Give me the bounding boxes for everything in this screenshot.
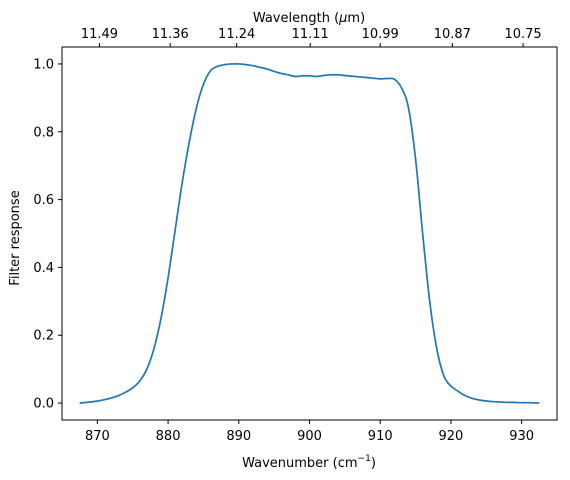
y-tick-label: 0.6 [33, 193, 54, 208]
top-tick-label: 11.24 [218, 27, 255, 42]
top-tick-label: 10.99 [362, 27, 399, 42]
y-tick-label: 0.0 [33, 397, 54, 412]
plot-frame [61, 46, 558, 421]
top-tick-label: 10.87 [434, 27, 471, 42]
y-tick-label: 0.4 [33, 261, 54, 276]
top-tick-label: 11.11 [292, 27, 329, 42]
x-tick-label: 880 [156, 429, 181, 444]
top-tick-label: 10.75 [504, 27, 541, 42]
x-tick-label: 870 [85, 429, 110, 444]
x-axis-label: Wavenumber (cm−1) [242, 454, 376, 471]
filter-response-line [79, 63, 540, 404]
y-axis-label: Filter response [8, 190, 23, 285]
y-tick-label: 1.0 [33, 57, 54, 72]
y-tick-label: 0.2 [33, 329, 54, 344]
top-tick-label: 11.49 [81, 27, 118, 42]
y-tick-label: 0.8 [33, 125, 54, 140]
top-tick-label: 11.36 [152, 27, 189, 42]
top-axis-label: Wavelength (μm) [253, 11, 365, 26]
x-tick-label: 930 [509, 429, 534, 444]
x-tick-label: 890 [226, 429, 251, 444]
x-tick-label: 900 [297, 429, 322, 444]
x-tick-label: 910 [368, 429, 393, 444]
x-tick-label: 920 [439, 429, 464, 444]
